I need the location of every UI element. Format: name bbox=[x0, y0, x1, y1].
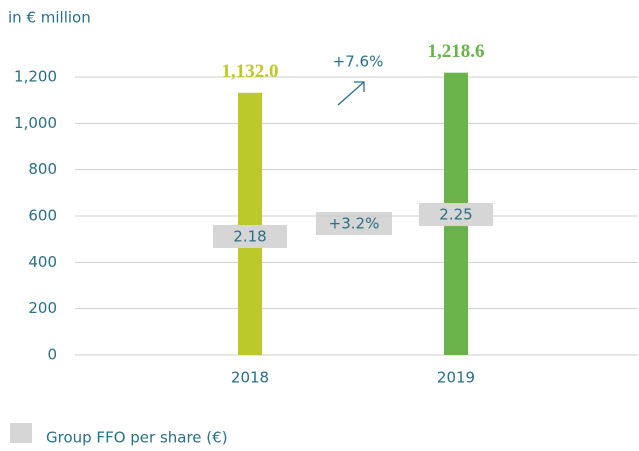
change-box bbox=[316, 212, 392, 235]
y-tick-label: 0 bbox=[47, 346, 57, 364]
arrow bbox=[337, 81, 365, 106]
annotation: +3.2% bbox=[329, 215, 380, 233]
x-tick-label: 2018 bbox=[231, 369, 269, 387]
y-tick-label: 400 bbox=[28, 253, 57, 271]
y-tick-label: 800 bbox=[28, 160, 57, 178]
annotation: +7.6% bbox=[333, 53, 384, 71]
per-share-label: 2.18 bbox=[233, 228, 266, 246]
per-share-box bbox=[213, 225, 287, 248]
value-label: 1,218.6 bbox=[428, 41, 485, 62]
y-tick-label: 1,000 bbox=[14, 114, 57, 132]
y-axis-label: in € million bbox=[8, 9, 91, 27]
y-tick-label: 200 bbox=[28, 299, 57, 317]
y-tick-label: 1,200 bbox=[14, 68, 57, 86]
per-share-label: 2.25 bbox=[439, 206, 472, 224]
per-share-box bbox=[419, 203, 493, 226]
x-tick-label: 2019 bbox=[437, 369, 475, 387]
legend-swatch bbox=[10, 423, 32, 443]
y-tick-label: 600 bbox=[28, 207, 57, 225]
bar bbox=[238, 92, 262, 356]
arrow-head bbox=[354, 81, 365, 92]
value-label: 1,132.0 bbox=[222, 61, 279, 82]
legend-label: Group FFO per share (€) bbox=[46, 429, 228, 447]
